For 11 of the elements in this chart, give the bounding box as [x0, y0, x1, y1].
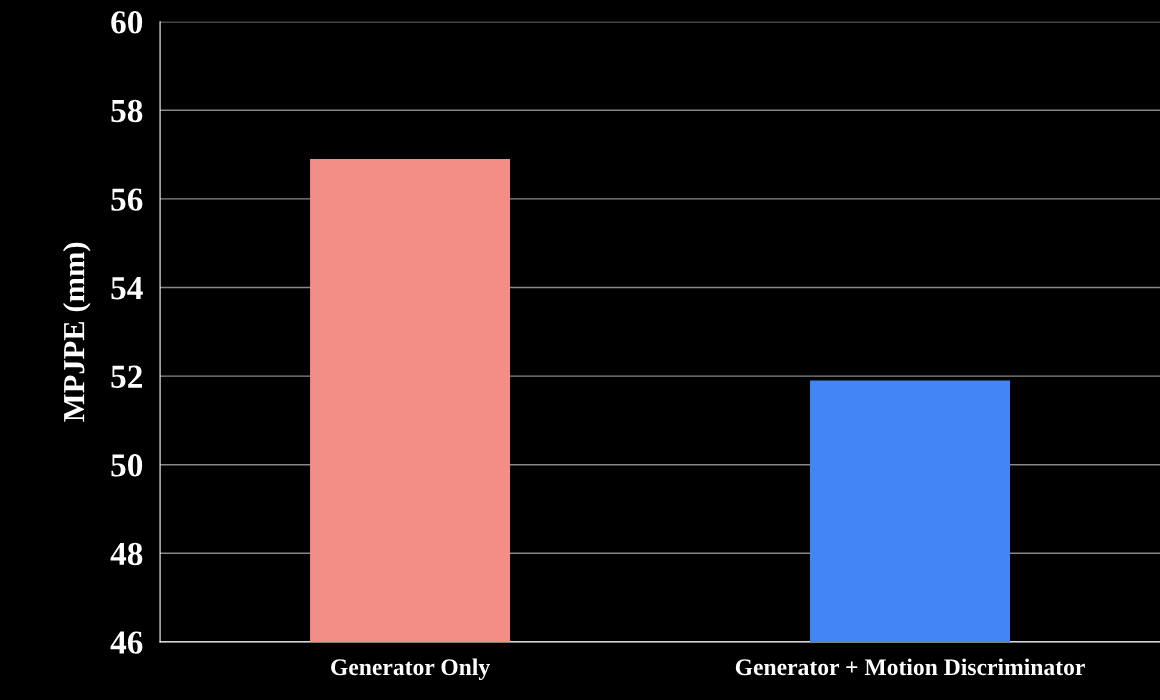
y-tick-label: 52: [111, 365, 142, 388]
y-tick-label: 48: [110, 542, 143, 566]
y-tick-label: 58: [111, 99, 143, 123]
y-tick-label: 56: [111, 188, 143, 211]
y-tick-label: 50: [111, 454, 143, 477]
y-tick-label: 46: [110, 631, 143, 654]
y-tick-label: 54: [111, 277, 143, 300]
y-tick-label: 60: [111, 11, 143, 34]
y-axis-title: MPJPE (mm): [62, 242, 91, 422]
x-tick-label: Generator + Motion Discriminator: [735, 658, 1085, 676]
x-tick-label: Generator Only: [331, 658, 490, 681]
